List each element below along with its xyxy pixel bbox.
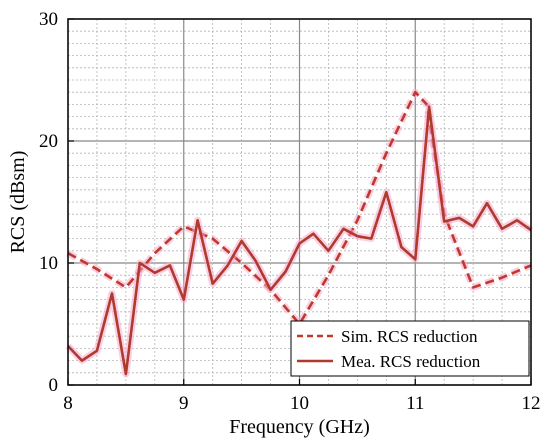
x-axis-title: Frequency (GHz) [229, 416, 370, 438]
series-line-mea [67, 105, 532, 376]
series-line-sim [67, 90, 532, 326]
axis-ticks: 8 9 10 11 12 0 10 20 30 [39, 9, 541, 414]
legend: Sim. RCS reduction Mea. RCS reduction [290, 320, 530, 377]
legend-label-sim: Sim. RCS reduction [341, 327, 478, 346]
y-tick-label: 10 [39, 253, 58, 274]
x-tick-label: 9 [179, 393, 189, 414]
x-tick-label: 8 [63, 393, 73, 414]
x-tick-label: 11 [406, 393, 424, 414]
x-tick-label: 12 [522, 393, 541, 414]
y-axis-title: RCS (dBsm) [7, 151, 29, 254]
y-tick-label: 0 [49, 375, 59, 396]
y-tick-label: 20 [39, 131, 58, 152]
x-tick-label: 10 [290, 393, 309, 414]
y-tick-label: 30 [39, 9, 58, 30]
series-lines [65, 88, 534, 378]
legend-box [290, 320, 530, 377]
legend-label-mea: Mea. RCS reduction [341, 352, 481, 371]
